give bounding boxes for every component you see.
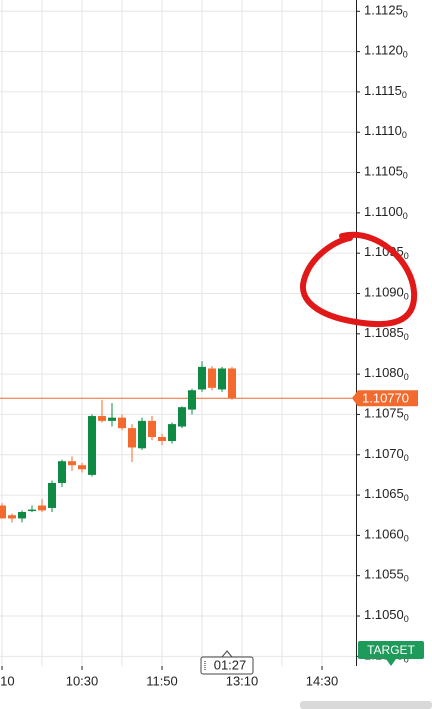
y-tick-label: 1.10650 xyxy=(364,487,409,504)
candle-body xyxy=(78,465,86,470)
candle-body xyxy=(128,428,136,448)
y-tick-label: 1.11050 xyxy=(364,164,408,181)
target-button-label[interactable]: TARGET xyxy=(367,643,415,657)
candle-body xyxy=(138,420,146,449)
y-tick-label: 1.10600 xyxy=(364,527,409,544)
grid xyxy=(0,0,356,666)
y-tick-label: 1.11200 xyxy=(364,43,408,60)
target-button-pointer[interactable] xyxy=(386,659,396,666)
candle-body xyxy=(178,407,186,427)
candle-body xyxy=(58,461,66,483)
candle-body xyxy=(188,390,196,410)
hand-drawn-circle xyxy=(299,231,418,328)
x-tick-label: 10:30 xyxy=(66,673,99,688)
x-tick-label: 14:30 xyxy=(306,673,339,688)
y-tick-label: 1.10700 xyxy=(364,446,409,463)
price-tag-label: 1.10770 xyxy=(362,391,409,406)
x-tick-label: 11:50 xyxy=(146,673,178,688)
candle-body xyxy=(8,515,16,519)
candles xyxy=(0,361,236,523)
y-tick-label: 1.11100 xyxy=(364,124,407,141)
candle-body xyxy=(68,461,76,466)
y-tick-label: 1.11000 xyxy=(364,204,408,221)
candle-body xyxy=(108,417,116,421)
candle-body xyxy=(198,366,206,390)
candle-body xyxy=(118,417,126,429)
x-tick-label: 13:10 xyxy=(226,673,259,688)
scrollbar[interactable] xyxy=(300,701,432,709)
y-tick-label: 1.11250 xyxy=(364,3,408,20)
y-tick-label: 1.10750 xyxy=(364,406,409,423)
candle-body xyxy=(88,416,96,475)
candle-body xyxy=(48,482,56,508)
y-tick-label: 1.10850 xyxy=(364,325,409,342)
candle-body xyxy=(228,368,236,399)
y-tick-label: 1.10500 xyxy=(364,607,409,624)
x-tick-label: 9:10 xyxy=(0,673,15,688)
candle-body xyxy=(158,437,166,442)
y-tick-label: 1.10550 xyxy=(364,567,409,584)
candle-body xyxy=(0,505,6,519)
candle-body xyxy=(98,416,106,421)
candle-body xyxy=(18,511,26,519)
y-tick-label: 1.10900 xyxy=(364,285,409,302)
y-tick-label: 1.10800 xyxy=(364,366,409,383)
candle-body xyxy=(28,509,36,512)
candle-body xyxy=(218,368,226,390)
countdown-label: 01:27 xyxy=(214,657,247,672)
countdown-pointer xyxy=(220,650,234,658)
axes: 1.11250 1.11200 1.11150 1.11100 1.11050 1.110… xyxy=(0,0,409,688)
candle-body xyxy=(38,505,46,511)
target-button[interactable] xyxy=(358,641,424,659)
y-tick-label: 1.11150 xyxy=(364,83,407,100)
candle-body xyxy=(208,368,216,388)
price-tag xyxy=(352,390,418,407)
candle-body xyxy=(168,424,176,442)
candle-body xyxy=(148,420,156,438)
